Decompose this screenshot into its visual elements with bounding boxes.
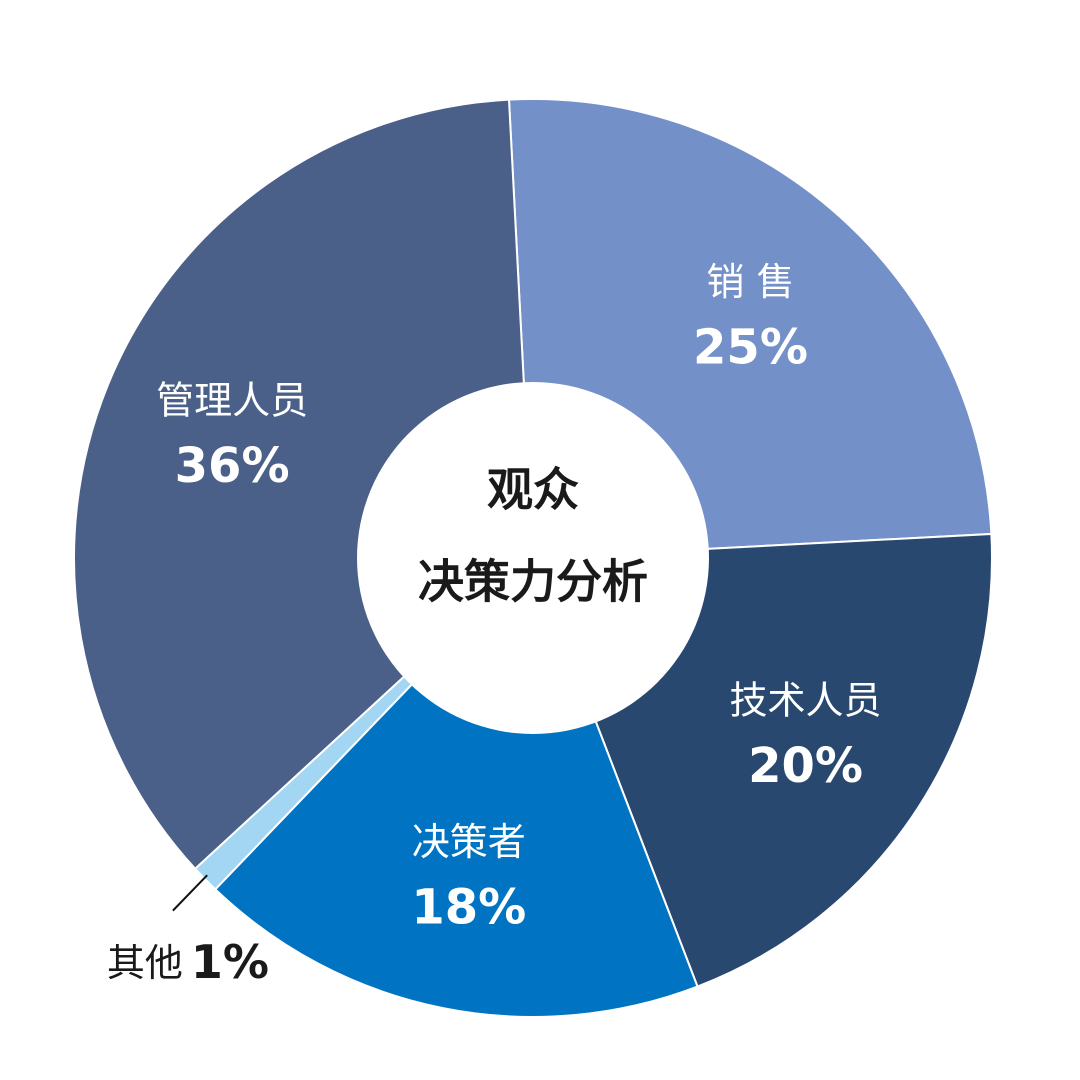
slice-category-label: 其他 (107, 941, 183, 985)
leader-line (172, 874, 208, 912)
slice-category-label: 管理人员 (156, 379, 308, 423)
slice-category-label: 销 售 (706, 260, 794, 304)
center-title: 决策力分析 (418, 555, 648, 609)
slices (73, 98, 993, 1018)
slice-category-label: 决策者 (412, 820, 526, 864)
slice-value-label: 25% (693, 319, 808, 375)
donut-hole (357, 382, 709, 734)
center-title: 观众 (487, 463, 579, 517)
slice-value-label: 20% (748, 738, 863, 794)
slice (73, 98, 535, 871)
slice-category-label: 技术人员 (730, 679, 882, 723)
slice-value-label: 36% (175, 438, 290, 494)
slice-value-label: 18% (411, 880, 526, 936)
slice-value-label: 1% (191, 935, 269, 989)
